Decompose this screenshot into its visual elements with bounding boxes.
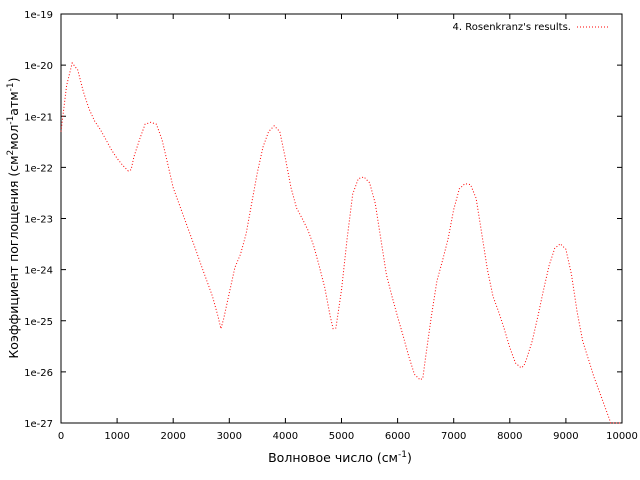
y-tick-label: 1e-25 bbox=[24, 317, 53, 328]
y-tick-label: 1e-19 bbox=[24, 10, 53, 21]
legend: 4. Rosenkranz's results. bbox=[453, 22, 609, 33]
series-line-0 bbox=[60, 61, 622, 424]
x-tick-label: 4000 bbox=[273, 431, 298, 442]
x-tick-label: 2000 bbox=[160, 431, 185, 442]
legend-label: 4. Rosenkranz's results. bbox=[453, 22, 571, 33]
x-tick-label: 3000 bbox=[217, 431, 242, 442]
y-tick-label: 1e-24 bbox=[24, 266, 53, 277]
y-tick-label: 1e-26 bbox=[24, 368, 53, 379]
ticks-layer: 0 1000 2000 3000 4000 5000 6000 7000 8000 9000 100… bbox=[24, 10, 638, 442]
x-tick-label: 6000 bbox=[385, 431, 410, 442]
x-tick-label: 10000 bbox=[606, 431, 638, 442]
x-tick-label: 9000 bbox=[553, 431, 578, 442]
x-tick-label: 7000 bbox=[441, 431, 466, 442]
x-tick-label: 8000 bbox=[497, 431, 522, 442]
x-tick-label: 1000 bbox=[104, 431, 129, 442]
plot-border bbox=[60, 13, 623, 424]
y-tick-label: 1e-20 bbox=[24, 61, 53, 72]
y-tick-label: 1e-27 bbox=[24, 419, 53, 430]
x-tick-label: 5000 bbox=[329, 431, 354, 442]
x-tick-label: 0 bbox=[58, 431, 64, 442]
series-layer bbox=[60, 61, 622, 424]
y-tick-label: 1e-23 bbox=[24, 215, 53, 226]
y-tick-label: 1e-22 bbox=[24, 163, 53, 174]
y-tick-label: 1e-21 bbox=[24, 112, 53, 123]
y-axis-label: Коэффициент поглощения (см2мол-1атм-1) bbox=[6, 77, 21, 358]
x-axis-label: Волновое число (см-1) bbox=[268, 450, 412, 465]
